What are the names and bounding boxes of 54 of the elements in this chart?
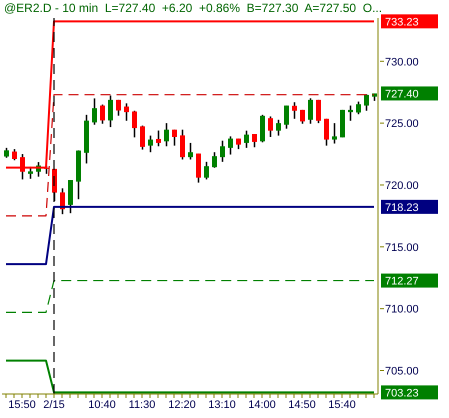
- candlestick: [268, 116, 273, 138]
- candlestick: [228, 136, 233, 156]
- candlestick: [332, 122, 337, 144]
- candlestick: [132, 110, 137, 138]
- candlestick: [316, 99, 321, 124]
- candlestick: [284, 104, 289, 130]
- x-tick-label: 15:50: [8, 398, 36, 411]
- x-tick-label: 15:40: [328, 398, 356, 411]
- candlestick: [212, 151, 217, 169]
- candlestick: [116, 99, 121, 116]
- candlestick: [148, 134, 153, 153]
- candlestick: [252, 133, 257, 148]
- y-tick-label: 712.27: [385, 276, 419, 288]
- y-tick-label: 725.00: [385, 118, 419, 130]
- x-tick-label: 14:00: [248, 398, 276, 411]
- x-tick-label: 12:20: [168, 398, 196, 411]
- candlestick: [204, 161, 209, 180]
- candlestick: [172, 128, 177, 146]
- y-tick-label: 715.00: [385, 242, 419, 254]
- candlestick: [108, 94, 113, 128]
- candlestick: [12, 148, 17, 161]
- x-tick-label: 14:50: [288, 398, 316, 411]
- candlestick: [140, 124, 145, 150]
- candlestick: [4, 147, 9, 159]
- y-tick-label: 730.00: [385, 56, 419, 68]
- candlestick: [124, 102, 129, 122]
- candlestick: [356, 100, 361, 115]
- candlestick: [100, 104, 105, 124]
- candlestick: [276, 119, 281, 136]
- candlestick: [300, 109, 305, 124]
- x-tick-label: 11:30: [128, 398, 156, 411]
- y-tick-label: 703.23: [385, 387, 419, 400]
- candlestick: [308, 98, 313, 124]
- candlestick: [236, 138, 241, 150]
- chart-title: @ER2.D - 10 min L=727.40 +6.20 +0.86% B=727.30 A=727.50 O...: [4, 1, 382, 15]
- x-tick-label: 13:10: [208, 398, 236, 411]
- candlestick: [188, 142, 193, 160]
- candlestick: [92, 98, 97, 126]
- candlestick: [164, 122, 169, 148]
- y-tick-label: 720.00: [385, 180, 419, 192]
- candlestick: [324, 118, 329, 146]
- y-tick-label: 705.00: [385, 366, 419, 378]
- y-tick-label: 727.40: [385, 88, 419, 100]
- candlestick: [180, 128, 185, 160]
- candlestick: [364, 94, 369, 112]
- y-tick-label: 718.23: [385, 202, 419, 214]
- candlestick: [220, 140, 225, 163]
- candlestick: [244, 130, 249, 149]
- y-tick-label: 733.23: [385, 16, 419, 28]
- x-tick-label: 10:40: [88, 398, 116, 411]
- candlestick: [292, 101, 297, 120]
- candlestick: [156, 130, 161, 148]
- y-tick-label: 710.00: [385, 304, 419, 316]
- x-tick-label: 2/15: [43, 398, 65, 411]
